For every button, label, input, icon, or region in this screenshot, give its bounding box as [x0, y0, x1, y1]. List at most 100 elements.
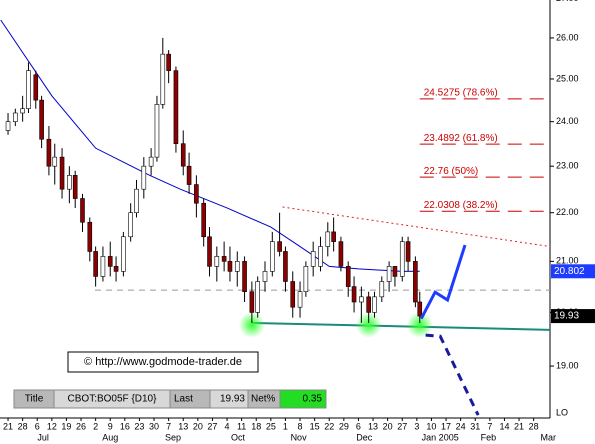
x-tick-label: 24 [456, 421, 466, 431]
x-tick-label: 11 [237, 421, 246, 431]
month-label: Sep [165, 432, 181, 442]
x-tick-label: 10 [426, 421, 436, 431]
x-tick-label: 28 [529, 421, 539, 431]
candle-body [107, 256, 113, 267]
copyright-box [67, 351, 259, 373]
candle-body [351, 286, 357, 303]
candle-body [100, 256, 106, 277]
candle-body [173, 70, 179, 144]
x-tick-label: 13 [368, 421, 378, 431]
x-tick-label: 16 [120, 421, 130, 431]
candle-body [338, 241, 344, 267]
candle-body [128, 212, 133, 238]
y-tick-label: 24.00 [556, 116, 579, 126]
candle-body [290, 281, 296, 308]
x-tick-label: 12 [47, 421, 57, 431]
candle-body [26, 70, 31, 109]
support-glow [238, 311, 265, 338]
x-tick-label: 7 [166, 421, 171, 431]
candle-body [249, 291, 255, 313]
projection-up [419, 244, 467, 320]
x-tick-label: 15 [310, 421, 320, 431]
y-tick-label: 22.00 [556, 207, 579, 217]
candle-body [186, 165, 192, 185]
month-label: Oct [231, 432, 246, 442]
info-title: Title [25, 394, 44, 405]
x-tick-label: 1 [283, 421, 288, 431]
candle-body [166, 53, 171, 71]
candle-body [180, 143, 186, 167]
candle-body [39, 99, 44, 140]
x-tick-label: 20 [193, 421, 203, 431]
candle-body [392, 266, 398, 277]
ma-value-box [551, 264, 595, 279]
candle-body [221, 256, 227, 262]
candle-body [201, 202, 206, 238]
candle-body [207, 236, 212, 267]
copyright: © http://www.godmode-trader.de [84, 356, 242, 368]
month-label: Dec [356, 432, 373, 442]
x-tick-label: 18 [251, 421, 261, 431]
candle-body [72, 175, 78, 199]
candle-body [160, 53, 166, 105]
x-tick-label: 6 [356, 421, 361, 431]
x-tick-label: 3 [414, 421, 419, 431]
candle-body [33, 74, 39, 101]
candle-body [359, 296, 364, 303]
info-net-box [279, 389, 327, 409]
candle-body [283, 251, 288, 282]
candle-body [154, 104, 160, 158]
candle-body [52, 156, 58, 167]
info-last: 19.93 [220, 394, 245, 405]
candle-body [417, 301, 423, 317]
info-net-label: Net% [251, 394, 276, 405]
candle-body [386, 266, 392, 282]
x-tick-label: 17 [441, 421, 451, 431]
month-label: Jul [37, 432, 49, 442]
candle-body [134, 188, 139, 214]
candle-body [325, 231, 331, 247]
candle-body [277, 241, 282, 252]
candle-body [405, 241, 411, 262]
x-tick-label: 22 [324, 421, 334, 431]
x-tick-label: 21 [514, 421, 524, 431]
x-tick-label: 27 [207, 421, 217, 431]
x-tick-label: 29 [339, 421, 349, 431]
month-label: Nov [291, 432, 308, 442]
x-tick-label: 19 [61, 421, 71, 431]
y-tick-label: 23.00 [556, 161, 579, 171]
candle-body [87, 221, 93, 252]
x-tick-label: 27 [397, 421, 407, 431]
candle-body [345, 266, 351, 287]
candle-body [227, 261, 233, 272]
x-tick-label: 21 [3, 421, 13, 431]
candle-body [399, 241, 405, 277]
month-label: Jan 2005 [422, 432, 459, 442]
y-tick-label: 25.00 [556, 73, 579, 83]
ma-value: 20.802 [554, 266, 585, 277]
candle-body [269, 241, 275, 272]
x-tick-label: 23 [134, 421, 144, 431]
y-tick-label: 27.00 [556, 0, 579, 3]
info-symbol: CBOT:BO05F {D10} [68, 394, 158, 405]
x-tick-label: 7 [487, 421, 492, 431]
x-tick-label: 13 [178, 421, 188, 431]
candle-body [234, 261, 240, 272]
y-tick-label: 19.00 [556, 360, 579, 370]
resistance-line [282, 206, 551, 248]
candle-body [80, 198, 85, 223]
candle-body [13, 112, 18, 122]
candle-body [366, 296, 371, 313]
x-tick-label: 4 [225, 421, 230, 431]
info-net: 0.35 [303, 394, 323, 405]
fib-label: 22.76 (50%) [424, 166, 478, 177]
fib-label: 24.5275 (78.6%) [424, 88, 498, 99]
month-label: Aug [102, 432, 118, 442]
candle-body [372, 296, 377, 313]
x-tick-label: 31 [470, 421, 480, 431]
y-bottom-label: LO [556, 407, 568, 417]
y-tick-label: 26.00 [556, 32, 579, 42]
candle-body [59, 156, 65, 190]
candle-body [262, 271, 268, 282]
